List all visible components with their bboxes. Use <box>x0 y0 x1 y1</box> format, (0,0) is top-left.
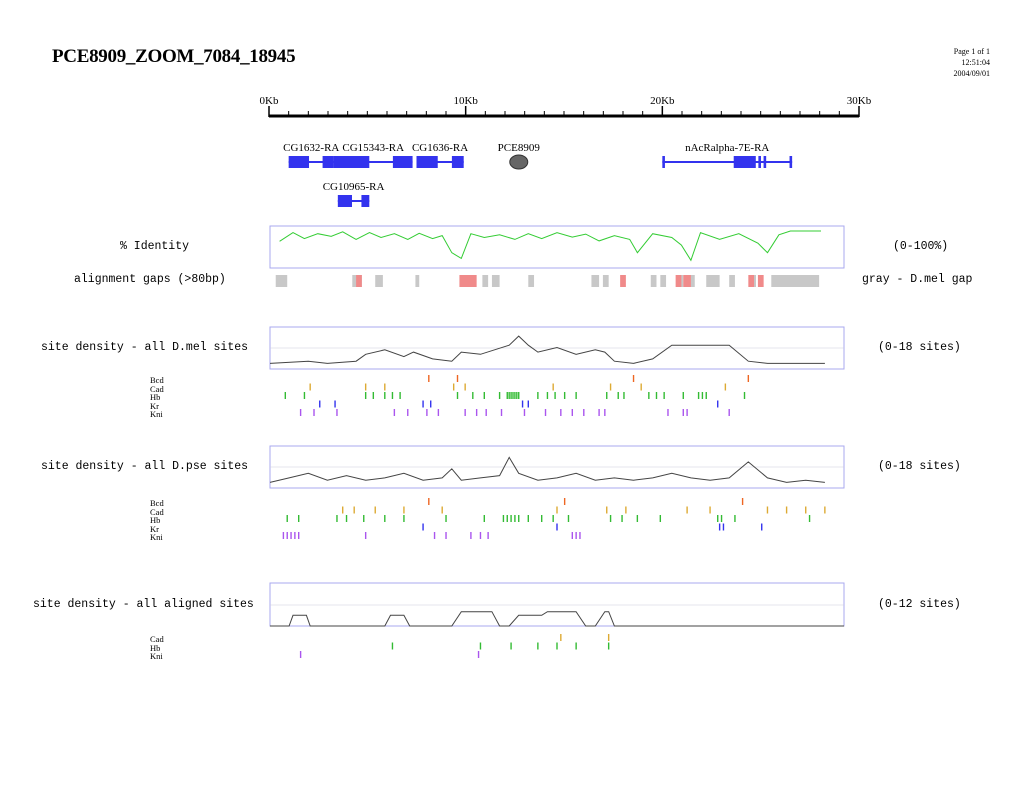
gap-gray-bar <box>415 275 420 287</box>
factor-label-kni: Kni <box>150 532 163 542</box>
gene-label: CG10965-RA <box>323 181 385 193</box>
gene-label: CG1632-RA <box>283 142 339 154</box>
pce-element-marker <box>509 154 529 170</box>
gap-gray-bar <box>275 275 288 287</box>
time-stamp: 12:51:04 <box>961 58 990 67</box>
gene-exon <box>288 156 310 168</box>
aligned-density-frame <box>269 582 845 627</box>
factor-label-cad: Cad <box>150 506 164 517</box>
gap-gray-bar <box>650 275 657 287</box>
gene-exon <box>333 156 370 168</box>
dmel-density-frame <box>269 326 845 370</box>
gene-model: CG15343-RA <box>333 142 413 168</box>
gene-model: CG1636-RA <box>412 142 468 168</box>
timestamp-block: Page 1 of 1 12:51:04 2004/09/01 <box>954 46 990 79</box>
gene-label: CG1636-RA <box>412 142 468 154</box>
aligned-density-line <box>270 611 844 627</box>
factor-label-cad: Cad <box>150 383 164 394</box>
gaps-track-label: alignment gaps (>80bp) <box>74 273 226 286</box>
ruler-tick-label: 30Kb <box>847 95 872 107</box>
gene-model: nAcRalpha-7E-RA <box>662 142 793 168</box>
page-title: PCE8909_ZOOM_7084_18945 <box>52 46 296 67</box>
identity-range-label: (0-100%) <box>893 240 949 253</box>
factor-label-bcd: Bcd <box>150 498 164 508</box>
gene-label: nAcRalpha-7E-RA <box>685 142 769 154</box>
gap-gray-bar <box>602 275 609 287</box>
gene-exon <box>789 156 793 168</box>
factor-label-kni: Kni <box>150 651 163 661</box>
factor-label-kr: Kr <box>150 523 159 534</box>
gap-gray-bar <box>482 275 489 287</box>
factor-label-hb: Hb <box>150 515 161 525</box>
gene-exon <box>337 195 352 207</box>
gene-model: CG10965-RA <box>323 181 385 207</box>
gene-exon <box>361 195 370 207</box>
gap-pink-bar <box>683 275 691 287</box>
factor-label-cad: Cad <box>150 634 164 644</box>
dpse-density-frame <box>269 445 845 489</box>
dmel-range-label: (0-18 sites) <box>878 341 961 354</box>
ruler-tick-label: 10Kb <box>453 95 478 107</box>
dmel-density-label: site density - all D.mel sites <box>41 341 249 354</box>
gap-gray-bar <box>706 275 720 287</box>
factor-label-kr: Kr <box>150 400 159 411</box>
factor-label-hb: Hb <box>150 392 161 402</box>
gap-gray-bar <box>677 275 684 287</box>
ruler-tick-label: 0Kb <box>260 95 279 107</box>
aligned-range-label: (0-12 sites) <box>878 598 961 611</box>
gap-pink-bar <box>757 275 764 287</box>
identity-line <box>279 230 821 262</box>
gene-exon <box>451 156 464 168</box>
aligned-density-label: site density - all aligned sites <box>33 598 254 611</box>
gap-gray-bar <box>528 275 535 287</box>
gap-gray-bar <box>729 275 735 287</box>
dpse-density-label: site density - all D.pse sites <box>41 460 249 473</box>
gap-gray-bar <box>750 275 756 287</box>
gene-label: CG15343-RA <box>342 142 404 154</box>
gene-exon <box>733 156 756 168</box>
dpse-density-line <box>269 456 825 483</box>
factor-label-hb: Hb <box>150 642 161 653</box>
gap-pink-bar <box>459 275 477 287</box>
gap-gray-bar <box>690 275 695 287</box>
gap-pink-bar <box>748 275 755 287</box>
gap-gray-bar <box>491 275 500 287</box>
gaps-legend-label: gray - D.mel gap <box>862 273 973 286</box>
gap-pink-bar <box>356 275 362 287</box>
dpse-range-label: (0-18 sites) <box>878 460 961 473</box>
gene-exon <box>322 156 334 168</box>
identity-track-label: % Identity <box>120 240 190 253</box>
gene-exon <box>416 156 438 168</box>
aligned-factor-labels: Cad Hb Kni <box>150 635 164 661</box>
gap-pink-bar <box>620 275 626 287</box>
page-info: Page 1 of 1 <box>953 47 990 56</box>
gene-exon <box>392 156 413 168</box>
dmel-factor-labels: Bcd Cad Hb Kr Kni <box>150 376 164 419</box>
ruler-tick-label: 20Kb <box>650 95 675 107</box>
gap-gray-bar <box>375 275 383 287</box>
gap-gray-bar <box>352 275 362 287</box>
date-stamp: 2004/09/01 <box>953 69 990 78</box>
gene-model: CG1632-RA <box>283 142 339 168</box>
gap-pink-bar <box>675 275 682 287</box>
identity-frame <box>269 225 845 269</box>
dpse-factor-labels: Bcd Cad Hb Kr Kni <box>150 499 164 542</box>
dmel-density-line <box>269 335 825 364</box>
pce-element-label: PCE8909 <box>498 142 541 154</box>
gene-exon <box>763 156 767 168</box>
gene-exon <box>758 156 761 168</box>
gap-gray-bar <box>771 275 820 287</box>
factor-label-kni: Kni <box>150 409 163 419</box>
gap-gray-bar <box>660 275 667 287</box>
gene-exon <box>662 156 665 168</box>
factor-label-bcd: Bcd <box>150 375 164 385</box>
gap-gray-bar <box>591 275 600 287</box>
